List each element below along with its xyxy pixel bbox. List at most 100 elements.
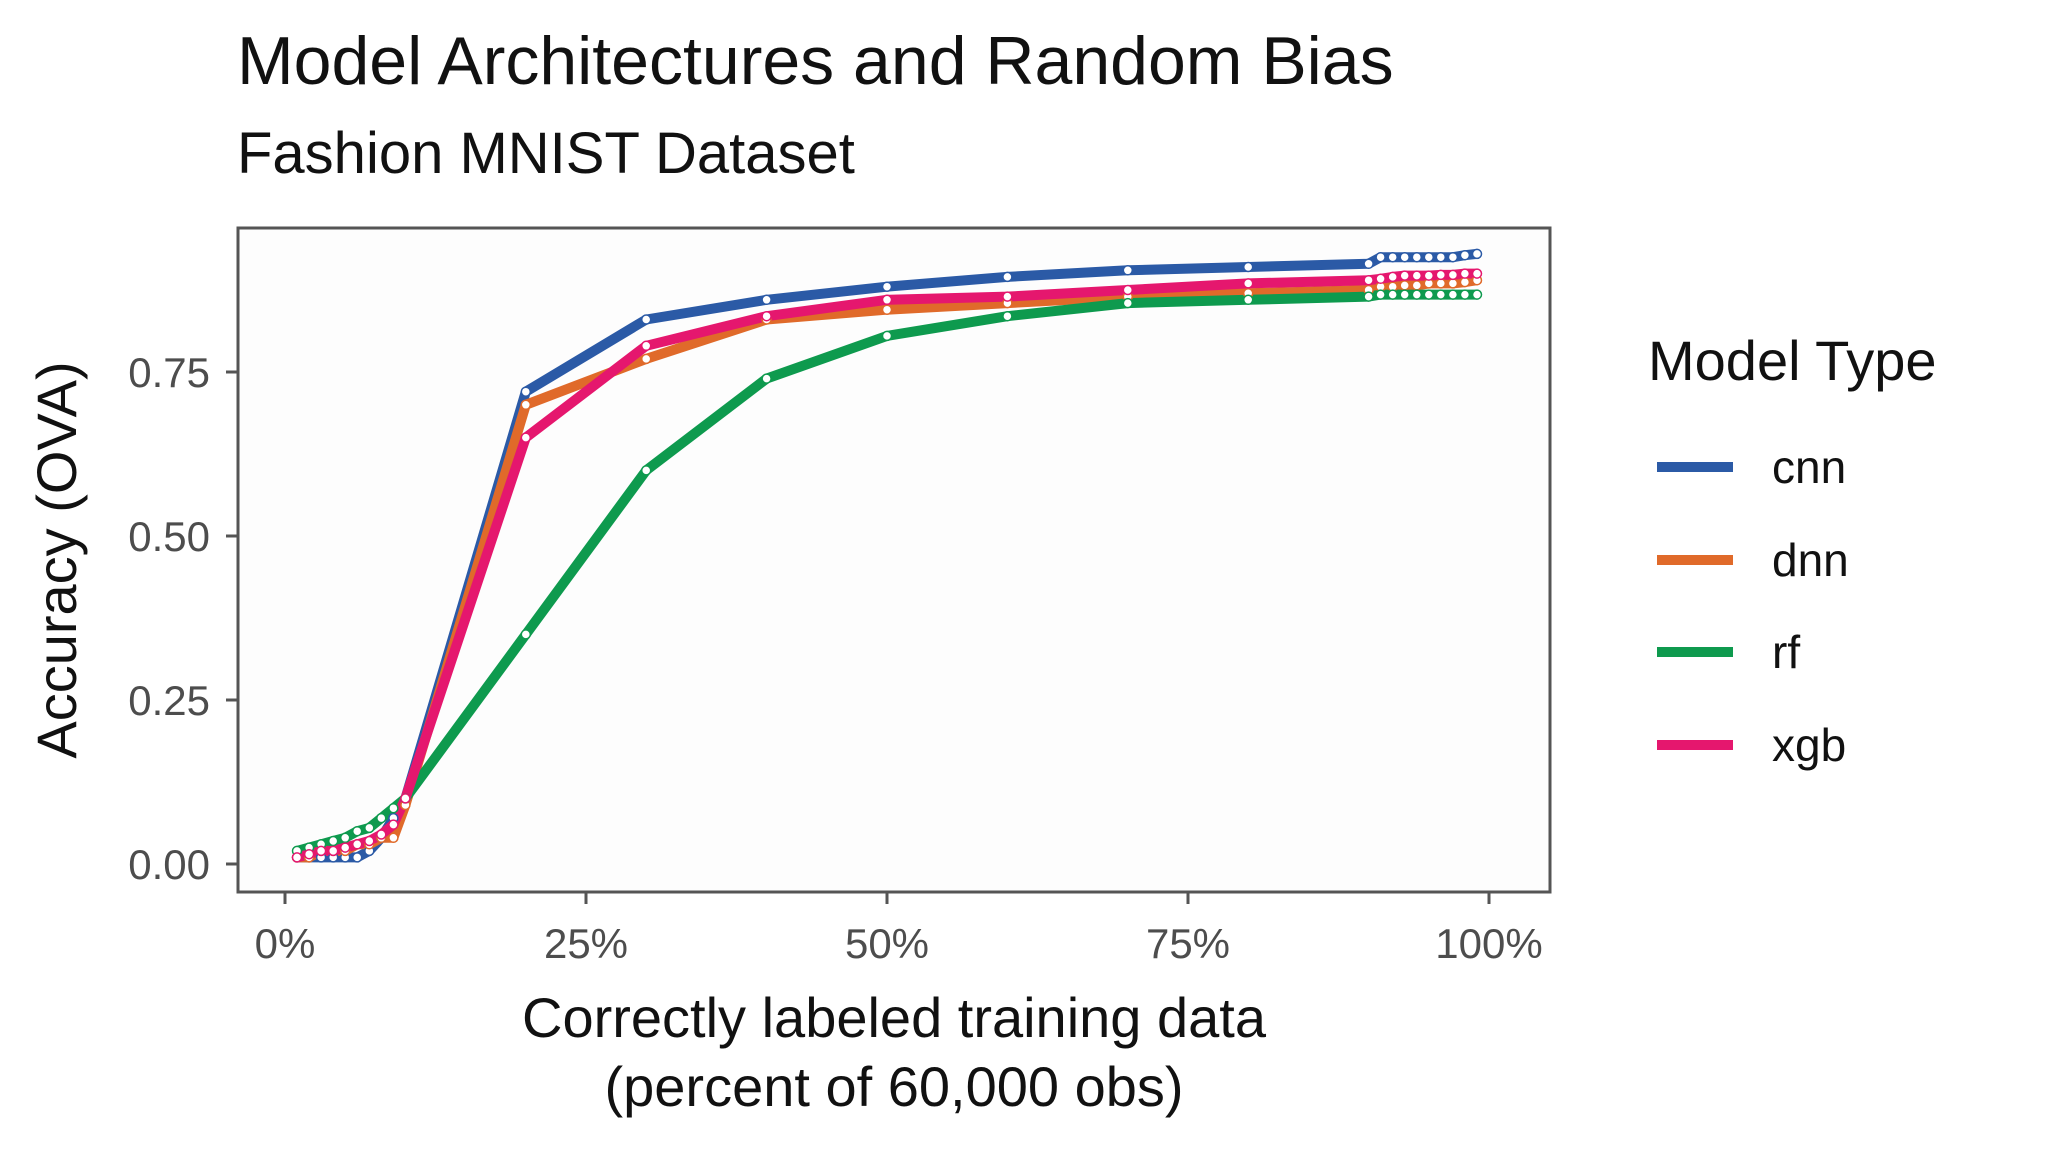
data-point-dnn [1435,278,1447,289]
legend-label-cnn: cnn [1772,441,1846,493]
data-point-rf [327,835,339,847]
legend-label-rf: rf [1772,626,1800,678]
y-tick-label: 0.00 [128,841,210,888]
legend: cnn dnn rf xgb [1657,441,1849,771]
data-point-rf [1363,291,1374,302]
data-point-xgb [339,842,351,853]
data-point-xgb [315,845,327,857]
data-point-rf [1459,289,1471,300]
data-point-rf [1122,297,1134,309]
data-point-xgb [376,829,387,840]
data-point-rf [1411,289,1423,300]
axis-ticks: 0.00 0.25 0.50 0.75 0% 25% 50% 75% 100% [128,349,1542,967]
data-point-cnn [1411,251,1423,263]
data-point-xgb [400,793,411,804]
data-point-xgb [1471,268,1483,279]
data-point-rf [1387,289,1398,300]
data-point-dnn [1447,278,1459,289]
x-tick-label: 25% [544,920,628,967]
data-point-dnn [881,304,893,315]
data-point-xgb [364,835,375,847]
chart-subtitle: Fashion MNIST Dataset [237,121,855,186]
x-tick-label: 0% [255,920,316,967]
data-point-xgb [1423,270,1435,281]
series-points [291,248,1483,863]
data-point-xgb [1122,284,1134,296]
data-point-xgb [303,848,315,860]
data-point-xgb [1002,291,1013,302]
data-point-cnn [1447,251,1459,263]
data-point-cnn [881,281,893,292]
data-point-xgb [1363,274,1374,286]
data-point-cnn [1363,258,1374,270]
data-point-dnn [1399,280,1410,291]
data-point-dnn [640,353,652,365]
data-point-cnn [761,294,772,306]
data-point-xgb [1387,271,1398,283]
data-point-cnn [351,852,363,863]
legend-title: Model Type [1648,329,1936,392]
data-point-cnn [1459,249,1471,261]
data-point-xgb [388,819,399,830]
chart-title: Model Architectures and Random Bias [237,23,1394,99]
data-point-rf [1435,289,1447,300]
x-tick-label: 100% [1435,920,1542,967]
data-point-xgb [881,294,893,306]
data-point-xgb [1435,269,1447,281]
data-point-xgb [1375,273,1386,285]
x-tick-label: 50% [845,920,929,967]
data-point-rf [1242,294,1254,306]
data-point-rf [339,832,351,844]
data-point-rf [520,629,532,640]
y-axis-title: Accuracy (OVA) [25,361,88,758]
data-point-rf [761,373,772,384]
legend-label-xgb: xgb [1772,719,1846,771]
data-point-rf [376,812,387,824]
data-point-cnn [640,314,652,325]
data-point-rf [364,822,375,834]
data-point-xgb [640,340,652,352]
data-point-cnn [520,386,532,397]
data-point-xgb [327,845,339,857]
y-tick-label: 0.25 [128,677,210,724]
legend-label-dnn: dnn [1772,534,1849,586]
plot-panel [236,226,1552,894]
x-axis-title-line1: Correctly labeled training data [522,986,1267,1049]
y-tick-label: 0.50 [128,513,210,560]
data-point-rf [1399,289,1410,300]
data-point-cnn [1471,248,1483,260]
data-point-xgb [1459,268,1471,279]
data-point-xgb [1242,278,1254,289]
data-point-xgb [1411,270,1423,281]
data-point-rf [1375,289,1386,300]
data-point-xgb [1399,270,1410,281]
data-point-xgb [1447,269,1459,281]
data-point-dnn [520,399,532,411]
data-point-xgb [761,310,772,322]
data-point-cnn [1242,261,1254,273]
y-tick-label: 0.75 [128,349,210,396]
data-point-dnn [388,832,399,844]
data-point-cnn [1423,251,1435,263]
data-point-xgb [291,852,303,863]
data-point-cnn [1122,265,1134,276]
data-point-cnn [1435,251,1447,263]
data-point-dnn [1411,280,1423,291]
data-point-dnn [1459,276,1471,288]
data-point-xgb [520,432,532,443]
data-point-cnn [1387,251,1398,263]
data-point-cnn [1399,251,1410,263]
data-point-cnn [1002,271,1013,283]
data-point-rf [640,465,652,476]
data-point-rf [1423,289,1435,300]
data-point-xgb [351,839,363,850]
data-point-rf [1002,310,1013,322]
data-point-rf [1447,289,1459,300]
data-point-cnn [1375,251,1386,263]
data-point-rf [388,802,399,814]
data-point-rf [881,330,893,342]
data-point-rf [1471,289,1483,300]
data-point-rf [351,825,363,837]
x-tick-label: 75% [1146,920,1230,967]
